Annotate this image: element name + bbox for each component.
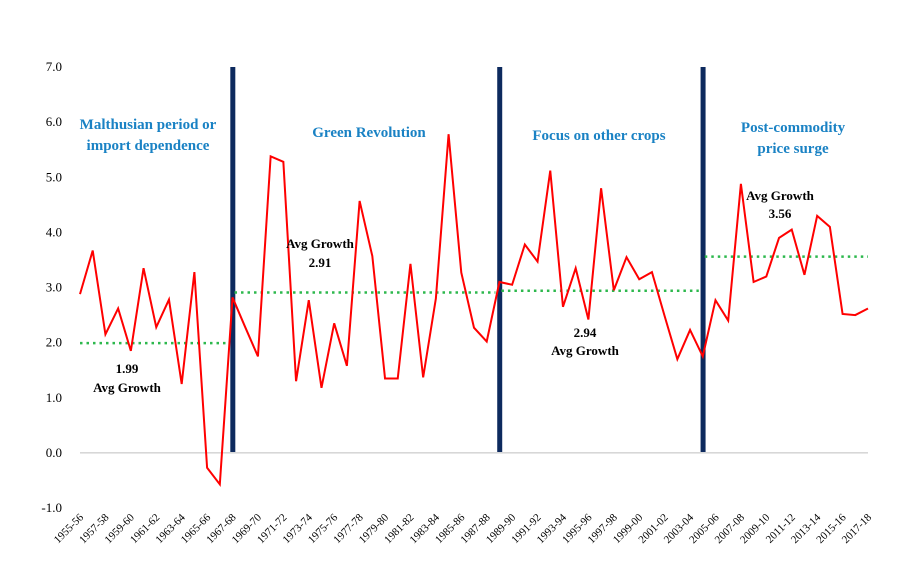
avg-growth-text: Avg Growth <box>286 236 355 251</box>
x-axis-ticks: 1955-561957-581959-601961-621963-641965-… <box>52 511 875 546</box>
period-label: Malthusian period or <box>80 117 217 133</box>
period-label: price surge <box>757 141 829 157</box>
avg-growth-value: 1.99 <box>116 361 139 376</box>
y-tick-label: 5.0 <box>46 169 62 184</box>
period-label: Green Revolution <box>312 125 426 141</box>
period-label: import dependence <box>87 138 210 154</box>
y-tick-label: 6.0 <box>46 114 62 129</box>
y-tick-label: -1.0 <box>41 500 62 515</box>
y-tick-label: 4.0 <box>46 224 62 239</box>
avg-growth-text: Avg Growth <box>551 343 620 358</box>
avg-growth-text: Avg Growth <box>746 188 815 203</box>
y-tick-label: 1.0 <box>46 390 62 405</box>
period-label: Focus on other crops <box>532 128 665 144</box>
series-lines <box>79 134 869 488</box>
y-tick-label: 7.0 <box>46 59 62 74</box>
period-dividers <box>230 67 706 452</box>
y-tick-label: 3.0 <box>46 280 62 295</box>
period-labels: Malthusian period or import dependence Gre… <box>80 117 846 157</box>
period-label: Post-commodity <box>741 120 846 136</box>
y-tick-label: 0.0 <box>46 445 62 460</box>
avg-growth-value: 2.91 <box>309 255 332 270</box>
average-growth-labels: 1.99 Avg Growth 2.91 Avg Growth 2.94 Avg Grow… <box>93 188 815 395</box>
average-growth-lines <box>80 255 868 345</box>
y-tick-label: 2.0 <box>46 335 62 350</box>
avg-growth-value: 2.94 <box>574 325 597 340</box>
avg-growth-value: 3.56 <box>769 206 792 221</box>
series-line <box>79 134 869 488</box>
y-axis-ticks: 7.0 6.0 5.0 4.0 3.0 2.0 1.0 0.0 -1.0 <box>41 59 62 515</box>
avg-growth-text: Avg Growth <box>93 380 162 395</box>
